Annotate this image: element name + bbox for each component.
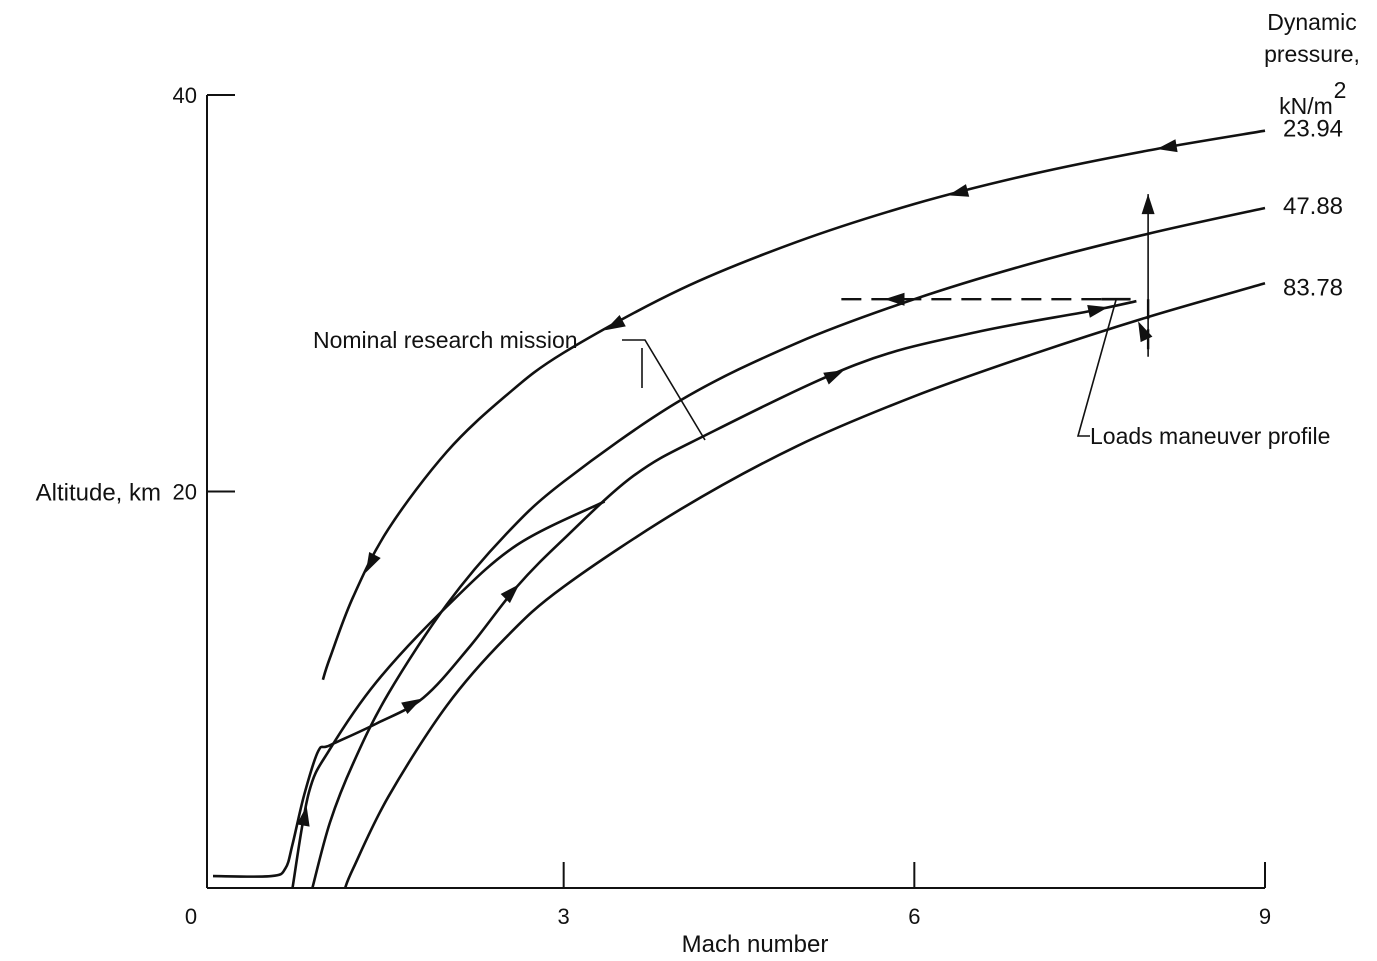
- arrow-loads-climb-top: [1141, 194, 1155, 215]
- arrow-ascent-3: [823, 370, 845, 385]
- leader-research-mission-1: [622, 339, 706, 441]
- curve-label-83-78: 83.78: [1283, 274, 1343, 301]
- secondary-track: [291, 500, 606, 889]
- x-tick-label-0: 0: [185, 904, 197, 929]
- x-axis-title: Mach number: [682, 931, 829, 958]
- leader-loads-maneuver: [1076, 299, 1117, 437]
- curve-label-23-94: 23.94: [1283, 116, 1343, 143]
- y-tick-label-20: 20: [173, 480, 197, 505]
- y-axis-title: Altitude, km: [36, 480, 161, 507]
- labels: 0 3 6 9 20 40 Mach number Altitude, km 23.94 47.8…: [36, 9, 1360, 958]
- legend-title-line-2: pressure,: [1264, 41, 1360, 67]
- curves: [212, 129, 1266, 889]
- legend-title-line-1: Dynamic: [1267, 9, 1356, 35]
- legend-title-superscript: 2: [1334, 77, 1347, 103]
- research-mission-path: [212, 299, 1137, 878]
- legend-title-line-3: kN/m: [1279, 93, 1333, 119]
- arrow-descent-2: [948, 184, 970, 197]
- annotation-nominal-research-mission: Nominal research mission: [313, 327, 578, 353]
- x-tick-label-3: 3: [558, 904, 570, 929]
- arrow-secondary-track: [296, 805, 310, 827]
- arrow-ascent-2: [500, 584, 520, 604]
- arrow-descent-1: [1156, 139, 1178, 153]
- axes: [206, 94, 1266, 889]
- x-tick-label-9: 9: [1259, 904, 1271, 929]
- arrow-ascent-4: [1087, 305, 1109, 318]
- annotations: [622, 194, 1155, 441]
- curve-q-23-94: [321, 129, 1266, 681]
- arrow-descent-4: [365, 551, 381, 573]
- arrow-ascent-1: [401, 698, 422, 714]
- arrow-loads-return: [884, 292, 905, 306]
- y-tick-label-40: 40: [173, 83, 197, 108]
- annotation-loads-maneuver-profile: Loads maneuver profile: [1090, 423, 1330, 449]
- curve-q-47-88: [311, 206, 1266, 889]
- arrow-descent-3: [605, 314, 626, 331]
- curve-label-47-88: 47.88: [1283, 193, 1343, 220]
- curve-q-83-78: [343, 282, 1266, 889]
- x-tick-label-6: 6: [908, 904, 920, 929]
